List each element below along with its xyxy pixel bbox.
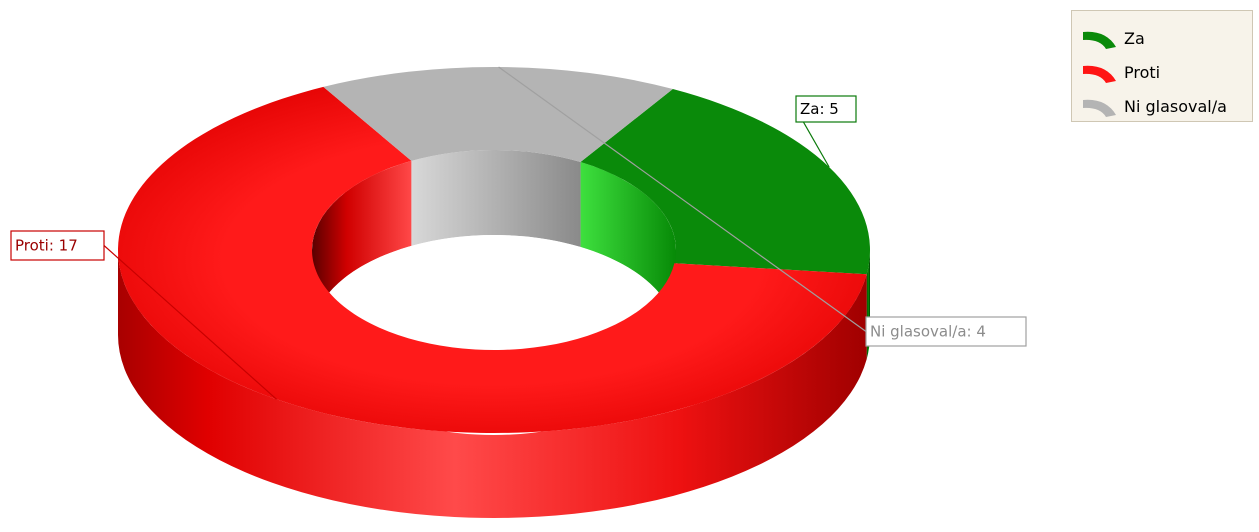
- leader-line-ni-glasoval-a: [498, 66, 867, 332]
- legend-swatch-za: [1083, 31, 1116, 49]
- data-label-box-ni-glasoval-a: [865, 316, 1027, 347]
- data-label-ni-glasoval-a: Ni glasoval/a: 4: [865, 316, 1027, 347]
- data-label-proti: Proti: 17: [10, 230, 105, 261]
- ring-top: [118, 66, 871, 433]
- legend-swatch-proti: [1083, 65, 1116, 83]
- data-label-box-proti: [10, 230, 105, 261]
- data-labels: Za: 5 Proti: 17 Ni glasoval/a: 4: [10, 66, 1027, 400]
- slice-ni-glasoval-a: [323, 66, 673, 163]
- inner-wall-proti: [312, 160, 412, 335]
- data-label-za: Za: 5: [795, 95, 857, 123]
- inner-wall-ni-glasoval-a: [411, 150, 581, 248]
- legend-item-ni-glasoval: Ni glasoval/a: [1080, 89, 1252, 123]
- side-proti: [118, 250, 867, 518]
- slice-za: [580, 89, 871, 275]
- legend-swatch-ni-glasoval: [1083, 99, 1116, 117]
- data-label-text-ni-glasoval-a: Ni glasoval/a: 4: [870, 323, 986, 341]
- legend-label-proti: Proti: [1124, 62, 1161, 82]
- slice-proti: [118, 86, 867, 433]
- legend-label-za: Za: [1124, 28, 1145, 48]
- leader-line-proti: [103, 245, 277, 400]
- legend-item-za: Za: [1080, 21, 1252, 55]
- legend: Za Proti Ni glasoval/a: [1071, 10, 1253, 122]
- inner-wall-za: [580, 162, 676, 335]
- data-label-text-za: Za: 5: [800, 100, 839, 118]
- data-label-text-proti: Proti: 17: [15, 237, 78, 255]
- legend-item-proti: Proti: [1080, 55, 1252, 89]
- legend-label-ni-glasoval: Ni glasoval/a: [1124, 96, 1227, 116]
- data-label-box-za: [795, 95, 857, 123]
